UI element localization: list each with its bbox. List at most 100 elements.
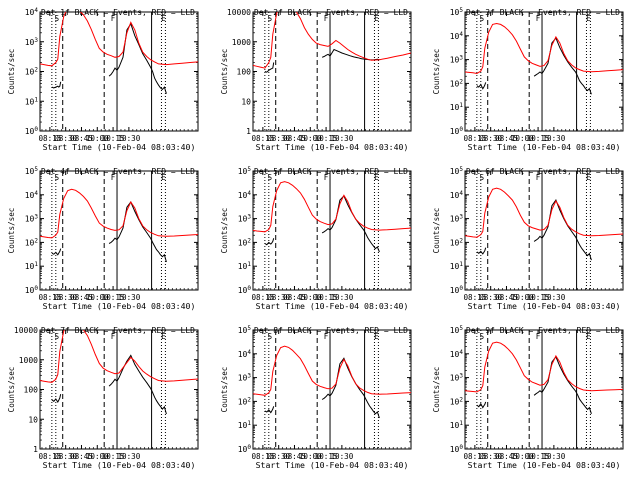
y-tick-label: 101 [450,420,464,430]
y-tick-label: 102 [25,67,39,77]
series-events-line [476,82,487,90]
y-tick-label: 10000 [227,8,251,17]
x-tick-label: 10:00 [299,293,322,302]
y-axis-label: Counts/sec [220,49,229,95]
plot-frame [252,170,412,291]
panel-det-8f: Det 8f BLACK = Events, RED = LLD 100 101 10… [220,325,412,470]
x-tick-label: 08:30 [54,452,77,461]
y-axis-label: Counts/sec [7,208,16,254]
y-axis-label: Counts/sec [220,208,229,254]
y-tick-label: 105 [450,325,464,335]
y-tick-label: 103 [450,55,464,65]
y-axis-label: Counts/sec [7,49,16,95]
marker-E: E [586,14,591,23]
series-events-line [533,355,592,414]
x-tick-label: 08:30 [54,134,77,143]
marker-S: S [54,173,59,182]
x-tick-label: 08:15 [38,134,61,143]
series-events-line [108,201,167,263]
series-lld-line [465,341,623,393]
y-tick-label: 104 [450,349,464,359]
y-tick-label: 103 [238,373,252,383]
y-tick-label: 1000 [232,38,251,47]
y-tick-label: 100 [450,126,464,136]
y-tick-label: 100 [25,285,39,295]
x-axis-label: Start Time (10-Feb-04 08:03:40) [43,142,196,152]
series-lld-line [253,12,411,69]
x-tick-label: 10:30 [330,134,353,143]
x-tick-label: 10:00 [299,452,322,461]
marker-F: F [324,173,329,182]
y-tick-label: 1000 [19,356,38,365]
plot-frame [39,170,199,291]
series-lld-line [253,181,411,233]
x-tick-label: 10:15 [527,134,550,143]
x-axis-label: Start Time (10-Feb-04 08:03:40) [468,142,621,152]
chart-title: Det 7f BLACK = Events, RED = LLD [41,325,195,335]
plot-frame [252,11,412,132]
x-tick-label: 10:30 [330,293,353,302]
x-tick-label: 10:30 [542,134,565,143]
marker-E: E [161,332,166,341]
x-axis-label: Start Time (10-Feb-04 08:03:40) [468,460,621,470]
y-axis-label: Counts/sec [7,367,16,413]
y-tick-label: 104 [450,31,464,41]
y-tick-label: 100 [450,285,464,295]
y-tick-label: 10 [28,415,38,424]
marker-S: S [479,173,484,182]
x-axis-label: Start Time (10-Feb-04 08:03:40) [43,460,196,470]
marker-F: F [536,332,541,341]
series-lld-line [253,345,411,396]
series-events-line [264,406,275,414]
x-tick-label: 08:15 [463,452,486,461]
marker-E: E [161,14,166,23]
x-tick-label: 08:30 [479,293,502,302]
x-axis-label: Start Time (10-Feb-04 08:03:40) [256,460,409,470]
chart-title: Det 1f BLACK = Events, RED = LLD [41,7,195,17]
x-tick-label: 08:45 [495,452,518,461]
y-tick-label: 104 [450,190,464,200]
x-tick-label: 10:30 [330,452,353,461]
marker-F: F [536,14,541,23]
panel-det-9f: Det 9f BLACK = Events, RED = LLD 100 101 10… [432,325,624,470]
y-tick-label: 105 [25,166,39,176]
x-tick-label: 08:30 [479,452,502,461]
x-tick-label: 10:30 [117,134,140,143]
series-lld-line [40,330,198,383]
marker-S: S [479,332,484,341]
marker-S: S [267,332,272,341]
panel-det-2f: Det 2f BLACK = Events, RED = LLD 1 10 100 10… [220,7,412,152]
x-tick-label: 08:45 [70,452,93,461]
y-tick-label: 104 [238,190,252,200]
plot-frame [39,329,199,450]
series-events-line [51,393,62,403]
x-tick-label: 10:00 [86,134,109,143]
chart-title: Det 3f BLACK = Events, RED = LLD [466,7,620,17]
y-tick-label: 10000 [14,326,38,335]
x-axis-label: Start Time (10-Feb-04 08:03:40) [43,301,196,311]
panel-det-7f: Det 7f BLACK = Events, RED = LLD 1 10 100 10… [7,325,199,470]
y-tick-label: 10 [241,97,251,106]
y-tick-label: 103 [25,214,39,224]
y-tick-label: 105 [450,166,464,176]
series-events-line [476,247,487,255]
marker-F: F [324,14,329,23]
y-tick-label: 102 [450,78,464,88]
y-tick-label: 101 [450,102,464,112]
y-tick-label: 101 [238,420,252,430]
marker-F: F [111,173,116,182]
plot-frame [252,329,412,450]
y-tick-label: 105 [238,325,252,335]
y-tick-label: 1 [33,445,38,454]
series-events-line [264,62,275,73]
y-tick-label: 102 [238,237,252,247]
y-tick-label: 103 [450,214,464,224]
y-axis-label: Counts/sec [432,208,441,254]
x-tick-label: 08:45 [70,293,93,302]
x-tick-label: 10:15 [315,134,338,143]
y-tick-label: 104 [25,190,39,200]
x-tick-label: 08:15 [38,293,61,302]
x-tick-label: 08:30 [479,134,502,143]
x-tick-label: 10:15 [527,452,550,461]
panel-det-1f: Det 1f BLACK = Events, RED = LLD 100 101 10… [7,7,199,152]
